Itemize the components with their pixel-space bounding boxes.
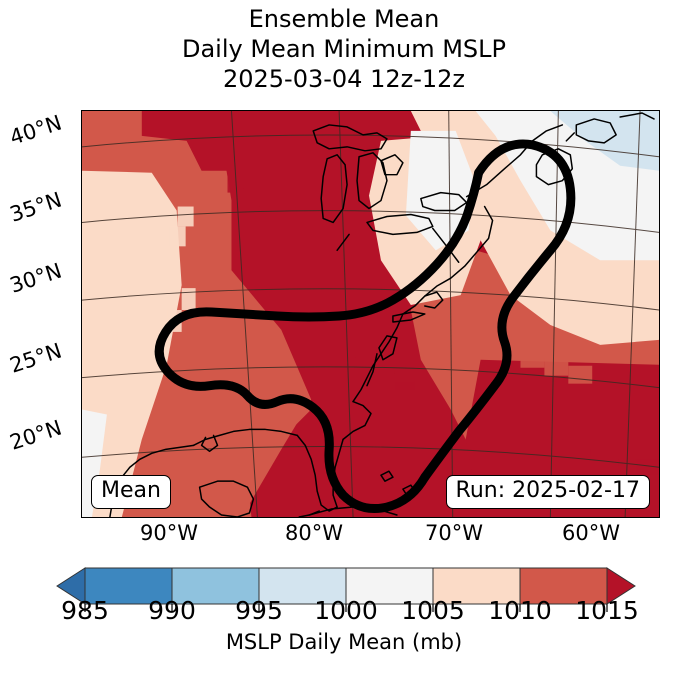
title-line-1: Ensemble Mean — [248, 5, 440, 33]
colorbar-tick-label-1000: 1000 — [314, 596, 378, 625]
run-label-box: Run: 2025-02-17 — [445, 475, 650, 509]
fill-band-1015-nw — [141, 111, 232, 171]
lat-tick-label-40n: 40°N — [6, 110, 65, 150]
colorbar-band-1005-1010 — [432, 567, 521, 605]
colorbar-ticks — [84, 604, 608, 612]
map-panel[interactable]: Mean Run: 2025-02-17 — [81, 110, 660, 518]
fill-band-995-northeast — [550, 111, 659, 171]
colorbar-tick-label-1015: 1015 — [575, 596, 639, 625]
lat-tick-label-25n: 25°N — [6, 338, 65, 378]
chart-title: Ensemble Mean Daily Mean Minimum MSLP 20… — [0, 4, 688, 94]
colorbar-band-990-995 — [171, 567, 260, 605]
lon-tick-label-90w: 90°W — [140, 521, 198, 545]
fill-band-1005-west — [82, 170, 182, 517]
fill-step-edges — [167, 170, 659, 476]
title-line-2: Daily Mean Minimum MSLP — [181, 35, 506, 63]
colorbar-tick-label-995: 995 — [235, 596, 283, 625]
lat-tick-label-30n: 30°N — [6, 258, 65, 298]
colorbar-over-arrow — [606, 567, 636, 605]
colorbar-axis-label: MSLP Daily Mean (mb) — [225, 630, 463, 654]
colorbar-band-985-990 — [84, 567, 173, 605]
colorbar-tick-label-985: 985 — [61, 596, 109, 625]
map-canvas — [82, 111, 659, 517]
title-line-3: 2025-03-04 12z-12z — [222, 65, 466, 93]
colorbar-swatches — [56, 567, 636, 612]
lon-tick-label-80w: 80°W — [285, 521, 343, 545]
lat-tick-label-20n: 20°N — [6, 415, 65, 455]
lat-tick-label-35n: 35°N — [6, 187, 65, 227]
colorbar-tick-label-1010: 1010 — [488, 596, 552, 625]
fill-band-1000-sw — [82, 409, 107, 517]
lon-tick-label-60w: 60°W — [562, 521, 620, 545]
lon-tick-label-70w: 70°W — [425, 521, 483, 545]
colorbar-tick-label-1005: 1005 — [401, 596, 465, 625]
mslp-contour-1015 — [154, 139, 576, 514]
fill-band-1000-maine — [405, 130, 473, 251]
colorbar-tick-label-990: 990 — [148, 596, 196, 625]
colorbar-band-1010-1015 — [519, 567, 608, 605]
colorbar-band-1000-1005 — [345, 567, 434, 605]
colorbar[interactable]: 985 990 995 1000 1005 1010 1015 MSLP Dai… — [0, 560, 688, 674]
mean-label-box: Mean — [91, 475, 171, 509]
